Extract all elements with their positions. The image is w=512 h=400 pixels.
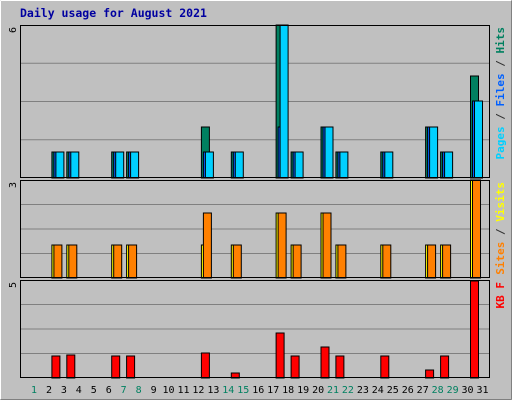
- panel-frame: [20, 280, 490, 378]
- legend-entry: /: [494, 54, 507, 74]
- bar-kb-f-day-7: [111, 355, 121, 379]
- bar-pages-day-29: [444, 151, 454, 179]
- x-tick-label-day-9: 9: [151, 385, 157, 396]
- bar-sites-day-19: [292, 244, 302, 279]
- bar-sites-day-21: [322, 212, 332, 279]
- x-tick-label-day-31: 31: [476, 385, 488, 396]
- bar-pages-day-21: [324, 126, 334, 179]
- legend-entry: /: [494, 222, 507, 242]
- bar-kb-f-day-28: [425, 369, 435, 379]
- panel-legend: Sites / Visits: [494, 182, 507, 275]
- x-tick-label-day-18: 18: [282, 385, 294, 396]
- legend-entry: Hits: [494, 27, 507, 54]
- bar-pages-day-18: [279, 24, 289, 179]
- x-tick-label-day-10: 10: [162, 385, 174, 396]
- bar-kb-f-day-13: [200, 352, 210, 379]
- x-tick-label-day-5: 5: [91, 385, 97, 396]
- bar-pages-day-31: [474, 100, 483, 179]
- chart-panels: 6 Pages / Files / Hits 3 Sites / Visits 5 KB …: [8, 24, 507, 379]
- x-tick-label-day-12: 12: [192, 385, 204, 396]
- x-tick-label-day-11: 11: [177, 385, 189, 396]
- x-tick-label-day-7: 7: [121, 385, 127, 396]
- bar-pages-day-7: [115, 151, 125, 179]
- x-tick-label-day-26: 26: [402, 385, 414, 396]
- panel-middle: 3 Sites / Visits: [8, 179, 507, 279]
- x-tick-label-day-1: 1: [31, 385, 37, 396]
- bar-pages-day-22: [339, 151, 349, 179]
- panel-scale-label: 6: [8, 27, 19, 33]
- bar-sites-day-31: [472, 179, 481, 279]
- x-tick-label-day-19: 19: [297, 385, 309, 396]
- bar-kb-f-day-4: [66, 354, 76, 379]
- x-tick-label-day-14: 14: [222, 385, 234, 396]
- x-tick-label-day-20: 20: [312, 385, 324, 396]
- x-tick-label-day-24: 24: [372, 385, 384, 396]
- legend-entry: Files: [494, 73, 507, 106]
- bar-sites-day-15: [232, 244, 242, 279]
- x-tick-label-day-22: 22: [342, 385, 354, 396]
- panel-legend: Pages / Files / Hits: [494, 27, 507, 160]
- x-tick-label-day-13: 13: [207, 385, 219, 396]
- panel-scale-label: 5: [8, 282, 19, 288]
- bar-kb-f-day-31: [470, 280, 479, 379]
- bar-kb-f-day-22: [335, 355, 345, 379]
- bar-kb-f-day-19: [290, 355, 300, 379]
- bar-pages-day-3: [55, 151, 65, 179]
- bar-pages-day-19: [294, 151, 304, 179]
- panel-bottom: 5 KB F: [8, 280, 507, 379]
- panel-frame: [20, 25, 490, 178]
- x-tick-label-day-23: 23: [357, 385, 369, 396]
- panel-frame: [20, 180, 490, 278]
- bar-sites-day-29: [442, 244, 452, 279]
- bar-pages-day-8: [130, 151, 140, 179]
- x-tick-label-day-30: 30: [461, 385, 473, 396]
- bar-sites-day-22: [337, 244, 347, 279]
- bar-pages-day-13: [204, 151, 214, 179]
- bar-pages-day-4: [70, 151, 80, 179]
- bar-pages-day-15: [234, 151, 244, 179]
- legend-entry: /: [494, 107, 507, 127]
- x-tick-label-day-8: 8: [136, 385, 142, 396]
- bar-kb-f-day-25: [380, 355, 390, 379]
- bar-sites-day-3: [53, 244, 63, 279]
- x-tick-label-day-16: 16: [252, 385, 264, 396]
- x-tick-label-day-2: 2: [46, 385, 52, 396]
- legend-entry: KB F: [494, 282, 507, 309]
- x-tick-label-day-15: 15: [237, 385, 249, 396]
- x-tick-label-day-6: 6: [106, 385, 112, 396]
- bar-sites-day-18: [277, 212, 287, 279]
- panel-top: 6 Pages / Files / Hits: [8, 24, 507, 179]
- x-tick-label-day-28: 28: [432, 385, 444, 396]
- chart-title: Daily usage for August 2021: [20, 6, 207, 20]
- bar-kb-f-day-3: [51, 355, 61, 379]
- x-tick-label-day-17: 17: [267, 385, 279, 396]
- legend-entry: Sites: [494, 242, 507, 275]
- bar-sites-day-13: [202, 212, 212, 279]
- x-tick-label-day-29: 29: [447, 385, 459, 396]
- bar-sites-day-28: [427, 244, 437, 279]
- bar-sites-day-25: [382, 244, 392, 279]
- bar-pages-day-28: [429, 126, 439, 179]
- bar-sites-day-4: [68, 244, 78, 279]
- legend-entry: Pages: [494, 126, 507, 159]
- x-tick-label-day-25: 25: [387, 385, 399, 396]
- bar-sites-day-8: [128, 244, 138, 279]
- x-tick-label-day-3: 3: [61, 385, 67, 396]
- panel-legend: KB F: [494, 282, 507, 309]
- bar-kb-f-day-21: [320, 346, 330, 379]
- bar-kb-f-day-8: [126, 355, 136, 379]
- bar-kb-f-day-18: [275, 332, 285, 379]
- bar-kb-f-day-29: [440, 355, 450, 379]
- x-tick-label-day-27: 27: [417, 385, 429, 396]
- x-tick-label-day-4: 4: [76, 385, 82, 396]
- x-axis-day-labels: 1 2 3 4 5 6 7 8 9 10 11 12 13 14 15 16 17 18 19 20 21 22 23 24 2…: [31, 385, 489, 396]
- bar-sites-day-7: [113, 244, 123, 279]
- panel-scale-label: 3: [8, 182, 19, 188]
- legend-entry: Visits: [494, 182, 507, 222]
- bar-pages-day-25: [384, 151, 394, 179]
- x-tick-label-day-21: 21: [327, 385, 339, 396]
